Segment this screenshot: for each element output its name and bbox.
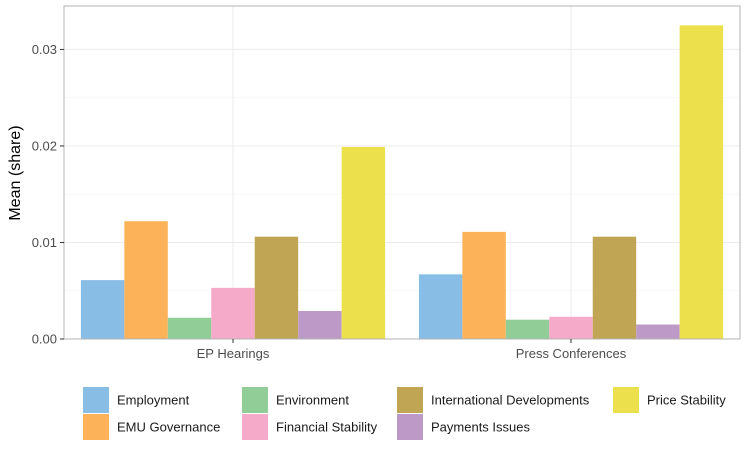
bar [636,324,680,339]
axes: 0.00 0.01 0.02 0.03 EP Hearings Press Confere… [32,5,741,361]
legend-swatch [242,414,268,440]
panel-border [63,5,741,340]
legend-label: EMU Governance [117,420,220,435]
bar [549,316,593,339]
bars [80,25,724,339]
bar [211,287,255,339]
y-axis-title: Mean (share) [7,125,24,220]
bar [254,236,299,339]
legend-swatch [397,387,423,413]
legend-label: Payments Issues [431,420,530,435]
legend-label: Financial Stability [276,420,378,435]
bar [167,317,212,339]
bar [505,319,550,339]
legend-swatch [83,414,109,440]
x-tick-label: Press Conferences [516,346,627,361]
bar [341,146,386,339]
y-tick-label: 0.03 [32,42,57,57]
legend: Employment EMU Governance Environment Finan… [83,387,726,440]
bar [592,236,637,339]
y-tick-label: 0.01 [32,235,57,250]
legend-label: Employment [117,393,190,408]
bar [124,221,168,339]
bar [679,25,724,339]
bar [298,311,342,339]
bar [462,231,506,339]
legend-swatch [242,387,268,413]
x-tick-label: EP Hearings [197,346,270,361]
legend-swatch [397,414,423,440]
bar [418,274,463,339]
legend-swatch [83,387,109,413]
y-tick-label: 0.00 [32,332,57,347]
legend-swatch [613,387,639,413]
legend-label: International Developments [431,393,590,408]
bar [80,280,125,339]
y-tick-label: 0.02 [32,138,57,153]
legend-label: Environment [276,393,349,408]
legend-label: Price Stability [647,393,726,408]
